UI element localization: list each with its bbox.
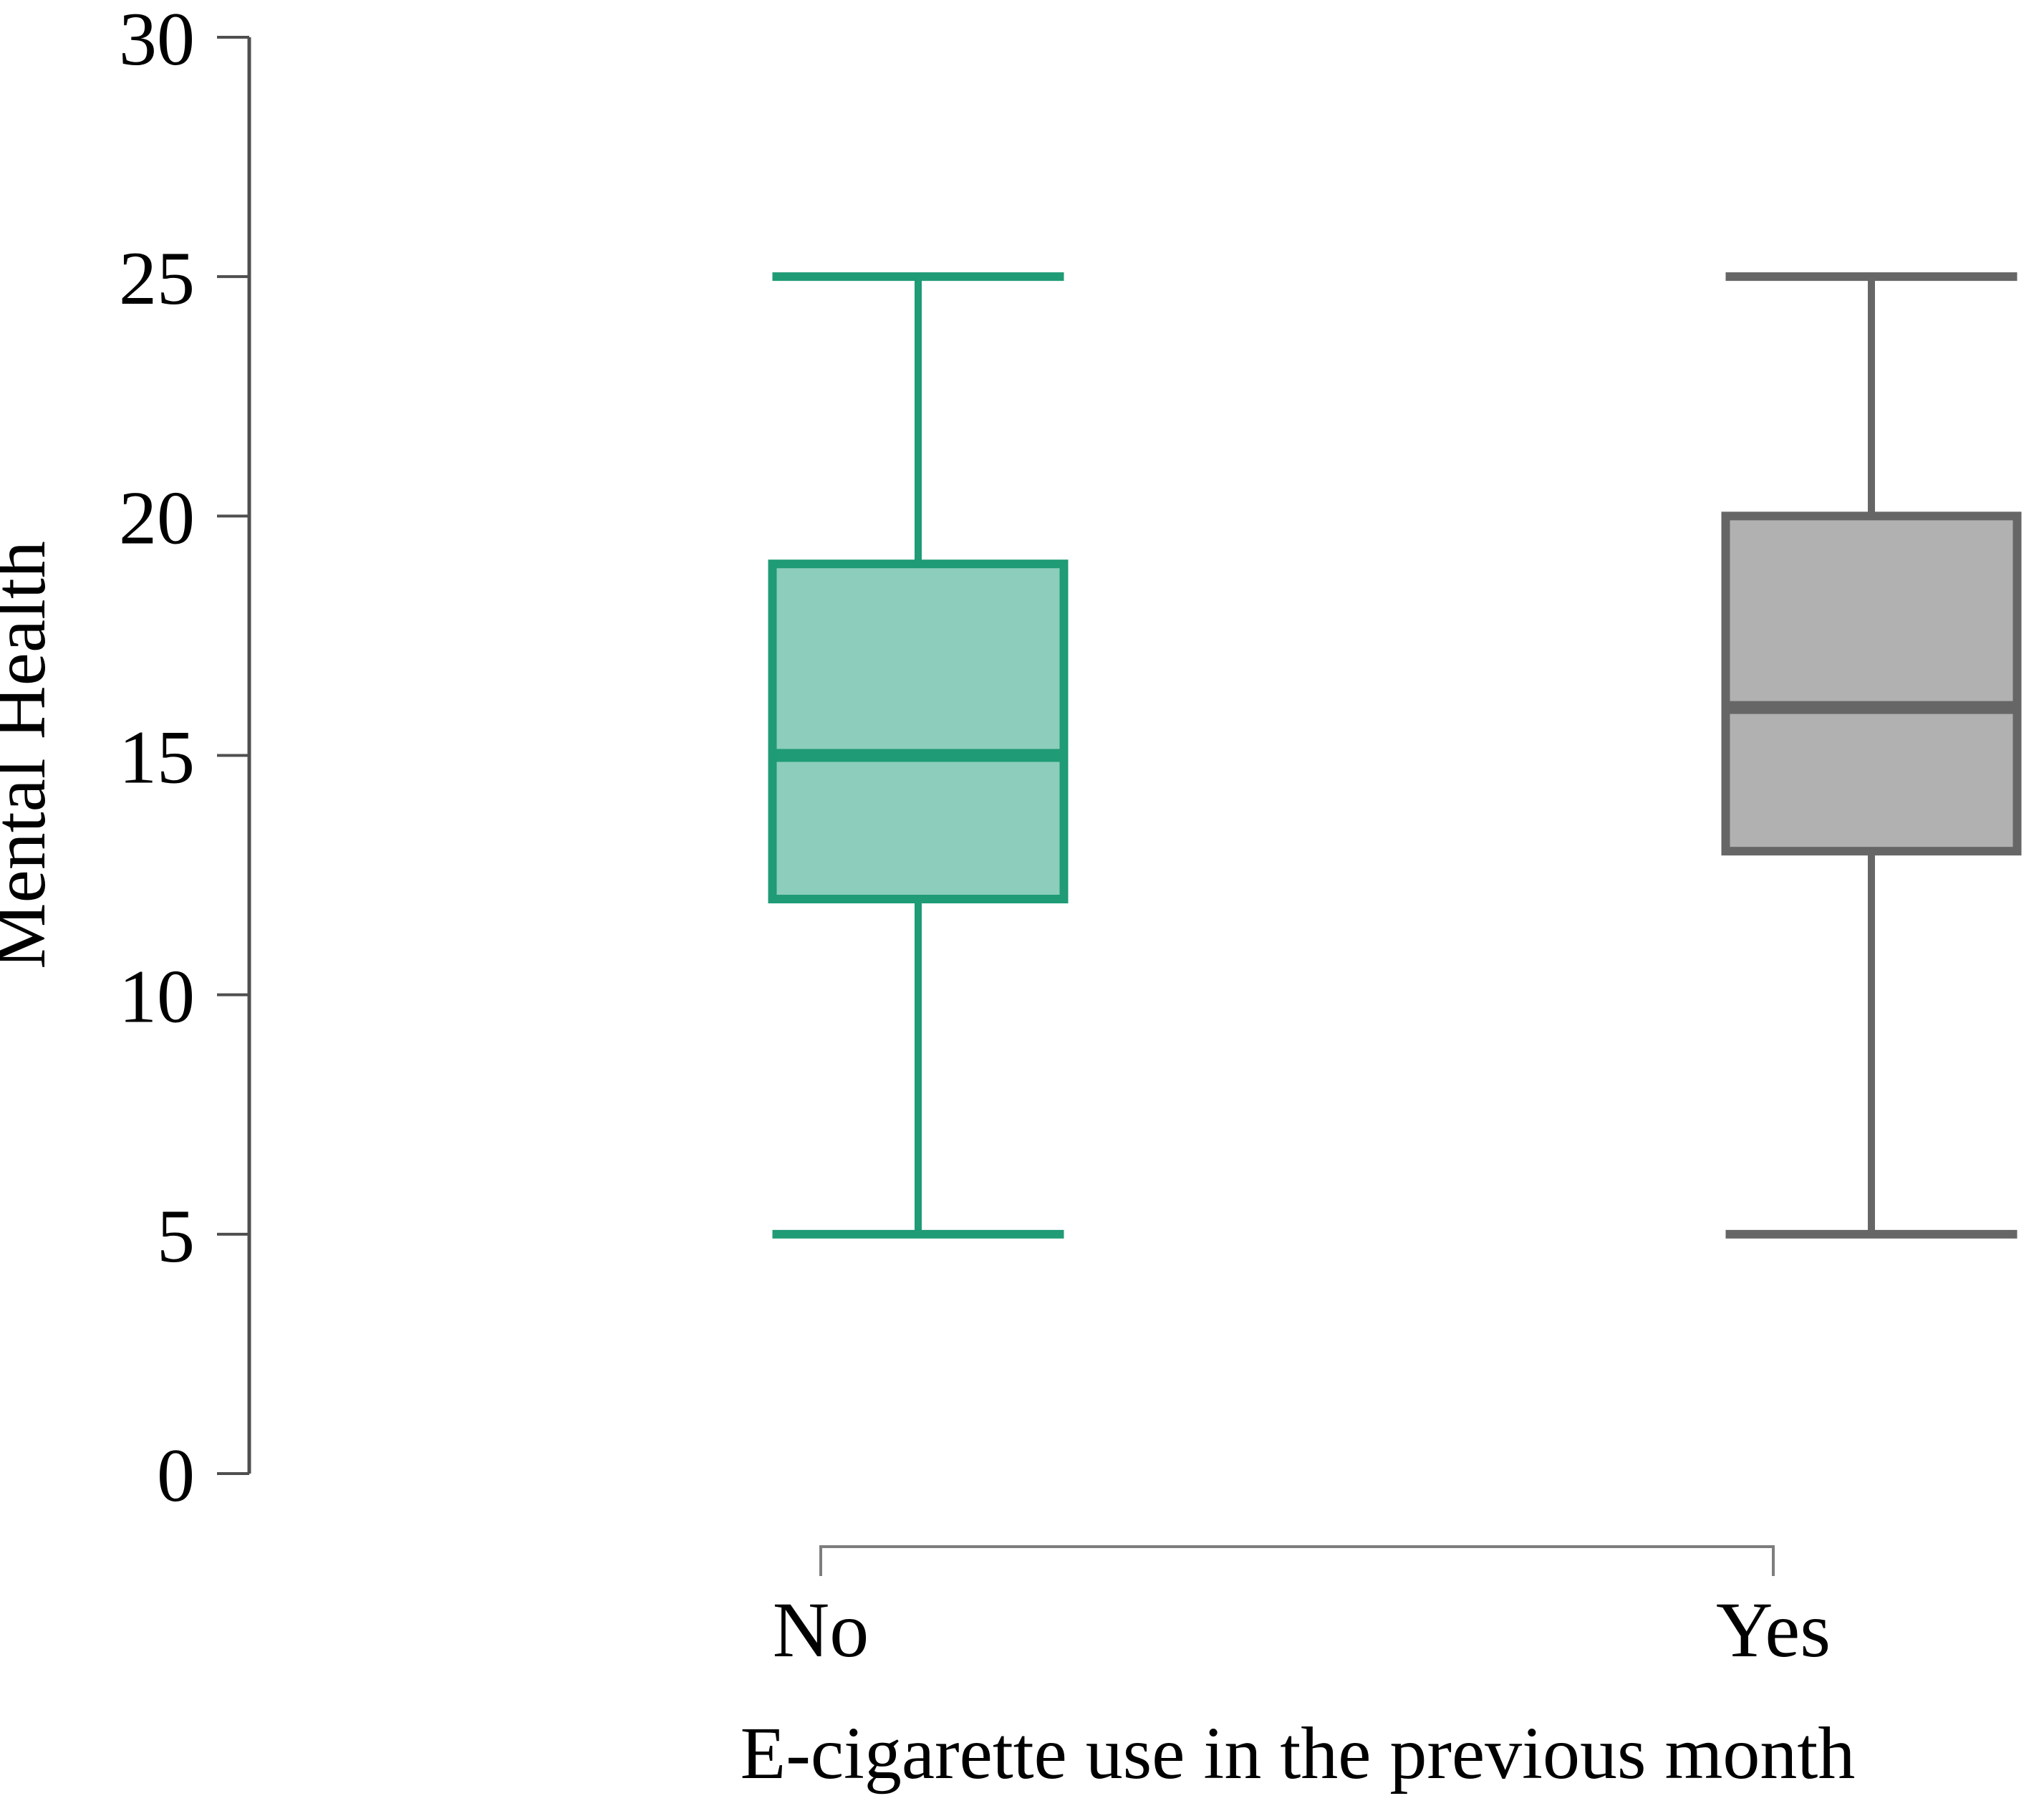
y-tick-label: 0 xyxy=(157,1433,195,1517)
x-category-label-no: No xyxy=(773,1586,869,1673)
y-tick-label: 30 xyxy=(119,0,195,81)
box-series xyxy=(768,272,2022,1239)
y-tick-label: 25 xyxy=(119,236,195,320)
y-tick-label: 15 xyxy=(119,716,195,799)
x-category-label-yes: Yes xyxy=(1716,1586,1831,1673)
y-axis-title: Mental Health xyxy=(0,541,61,969)
x-category-labels: No Yes xyxy=(773,1586,1831,1673)
iqr-box xyxy=(1721,511,2022,856)
y-axis-ticks: 0 5 10 15 20 25 30 xyxy=(119,0,249,1517)
x-axis-bracket xyxy=(819,1545,1775,1576)
y-tick-label: 5 xyxy=(157,1194,195,1278)
y-tick-label: 20 xyxy=(119,476,195,559)
box-no xyxy=(768,272,1069,1239)
box-yes xyxy=(1721,272,2022,1239)
x-axis-title: E-cigarette use in the previous month xyxy=(741,1712,1856,1795)
y-axis: 0 5 10 15 20 25 30 xyxy=(119,0,251,1517)
y-tick-label: 10 xyxy=(119,955,195,1039)
iqr-box xyxy=(768,559,1069,904)
